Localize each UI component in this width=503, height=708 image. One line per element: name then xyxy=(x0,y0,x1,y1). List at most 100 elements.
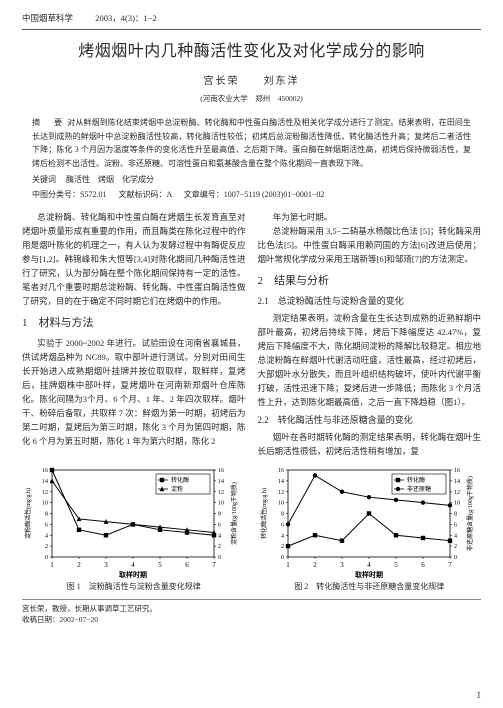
svg-text:10: 10 xyxy=(454,501,460,507)
svg-text:4: 4 xyxy=(218,533,221,539)
left-para-2: 实验于 2000~2002 年进行。试验田设在河南省襄城县，供试烤烟品种为 NC… xyxy=(22,336,246,448)
svg-text:7: 7 xyxy=(448,561,452,569)
svg-text:淀粉酶活性(mg/g.h): 淀粉酶活性(mg/g.h) xyxy=(24,488,32,539)
footer-line-1: 宫长荣，教授，长期从事调草工艺研究。 xyxy=(22,603,481,614)
svg-text:转化酶: 转化酶 xyxy=(171,476,189,484)
figure-2-chart: 024681012141602468101214161234567取样时期转化酶… xyxy=(258,464,478,579)
svg-text:4: 4 xyxy=(45,533,48,539)
svg-text:8: 8 xyxy=(45,512,48,518)
svg-text:12: 12 xyxy=(42,490,48,496)
left-column: 总淀粉酶、转化酶和中性蛋白酶在烤烟生长发育直至对烤烟叶质量形成有重要的作用，而且… xyxy=(22,210,246,458)
section-2-heading: 2 结果与分析 xyxy=(258,272,482,290)
svg-text:4: 4 xyxy=(454,533,457,539)
svg-text:6: 6 xyxy=(454,522,457,528)
right-para-1: 年为第七时期。 xyxy=(258,210,482,224)
footer: 宫长荣，教授，长期从事调草工艺研究。 收稿日期：2002−07−20 xyxy=(22,599,481,626)
svg-text:4: 4 xyxy=(281,533,284,539)
figure-1-chart: 024681012141602468101214161234567取样时期淀粉酶… xyxy=(22,464,242,579)
svg-text:8: 8 xyxy=(281,512,284,518)
svg-text:12: 12 xyxy=(278,490,284,496)
abstract-text: 对从鲜烟到陈化结束烤烟中总淀粉酶、转化酶和中性蛋白酶活性及相关化学成分进行了测定… xyxy=(32,118,471,168)
journal-issue: 2003，4(3)：1−2 xyxy=(95,13,156,23)
svg-text:1: 1 xyxy=(286,561,290,569)
svg-text:转化酶: 转化酶 xyxy=(407,476,425,484)
article-title: 烤烟烟叶内几种酶活性变化及对化学成分的影响 xyxy=(22,40,481,64)
keywords-text: 酶活性 烤烟 化学成分 xyxy=(66,175,154,184)
svg-text:14: 14 xyxy=(278,479,284,485)
svg-text:4: 4 xyxy=(367,561,371,569)
keywords: 关键词 酶活性 烤烟 化学成分 xyxy=(32,174,471,187)
abstract-label: 摘 要 xyxy=(32,118,65,127)
left-para-1: 总淀粉酶、转化酶和中性蛋白酶在烤烟生长发育直至对烤烟叶质量形成有重要的作用，而且… xyxy=(22,210,246,308)
svg-text:淀粉: 淀粉 xyxy=(171,485,183,493)
svg-text:14: 14 xyxy=(218,479,224,485)
svg-text:12: 12 xyxy=(454,490,460,496)
svg-text:5: 5 xyxy=(394,561,398,569)
authors: 宫长荣 刘东洋 xyxy=(22,74,481,89)
doc-label: 文献标识码： xyxy=(118,190,166,199)
keywords-label: 关键词 xyxy=(32,175,56,184)
svg-text:3: 3 xyxy=(104,561,108,569)
page-number: 1 xyxy=(477,689,482,703)
svg-text:取样时期: 取样时期 xyxy=(355,570,383,579)
journal-name: 中国烟草科学 xyxy=(22,13,73,23)
affiliation: (河南农业大学 郑州 450002) xyxy=(22,93,481,104)
svg-text:淀粉含量(g/100g干物质): 淀粉含量(g/100g干物质) xyxy=(230,482,238,545)
svg-text:6: 6 xyxy=(421,561,425,569)
svg-text:10: 10 xyxy=(278,501,284,507)
svg-text:2: 2 xyxy=(218,544,221,550)
svg-text:10: 10 xyxy=(42,501,48,507)
figure-1-caption: 图 1 淀粉酶活性与淀粉含量变化规律 xyxy=(22,581,246,593)
svg-text:5: 5 xyxy=(158,561,162,569)
svg-text:2: 2 xyxy=(313,561,317,569)
svg-text:非还原糖: 非还原糖 xyxy=(407,485,431,493)
svg-text:7: 7 xyxy=(212,561,216,569)
svg-text:2: 2 xyxy=(45,544,48,550)
svg-text:16: 16 xyxy=(454,468,460,474)
figure-1: 024681012141602468101214161234567取样时期淀粉酶… xyxy=(22,464,246,593)
svg-text:16: 16 xyxy=(42,468,48,474)
svg-text:非还原糖含量(g/100g干物质): 非还原糖含量(g/100g干物质) xyxy=(466,476,474,551)
svg-text:16: 16 xyxy=(278,468,284,474)
svg-text:转化酶活性(mg/g.h): 转化酶活性(mg/g.h) xyxy=(260,488,268,539)
svg-text:14: 14 xyxy=(42,479,48,485)
right-para-2: 总淀粉酶采用 3,5−二硝基水杨酸比色法 [5]；转化酶采用比色法[5]。中性蛋… xyxy=(258,224,482,266)
right-para-3: 测定结果表明，淀粉含量在生长达到成熟的近熟鲜期中部叶最高，初烤后持续下降，烤后下… xyxy=(258,311,482,409)
artno-label: 文章编号： xyxy=(184,190,224,199)
svg-text:1: 1 xyxy=(50,561,54,569)
abstract: 摘 要 对从鲜烟到陈化结束烤烟中总淀粉酶、转化酶和中性蛋白酶活性及相关化学成分进… xyxy=(32,116,471,170)
right-column: 年为第七时期。 总淀粉酶采用 3,5−二硝基水杨酸比色法 [5]；转化酶采用比色… xyxy=(258,210,482,458)
journal-header: 中国烟草科学 2003，4(3)：1−2 xyxy=(22,12,481,25)
svg-text:0: 0 xyxy=(454,555,457,561)
figure-2-caption: 图 2 转化酶活性与非还原糖含量变化规律 xyxy=(258,581,482,593)
svg-text:6: 6 xyxy=(185,561,189,569)
svg-text:6: 6 xyxy=(281,522,284,528)
svg-text:6: 6 xyxy=(45,522,48,528)
svg-text:10: 10 xyxy=(218,501,224,507)
svg-text:2: 2 xyxy=(454,544,457,550)
cls-label: 中图分类号： xyxy=(32,190,80,199)
rule-top xyxy=(22,29,481,30)
doc-value: A xyxy=(166,190,171,199)
artno-value: 1007−5119 (2003)01−0001−02 xyxy=(224,190,325,199)
body-columns: 总淀粉酶、转化酶和中性蛋白酶在烤烟生长发育直至对烤烟叶质量形成有重要的作用，而且… xyxy=(22,210,481,458)
svg-text:取样时期: 取样时期 xyxy=(119,570,147,579)
svg-text:16: 16 xyxy=(218,468,224,474)
svg-text:0: 0 xyxy=(45,555,48,561)
classification: 中图分类号：S572.01 文献标识码：A 文章编号：1007−5119 (20… xyxy=(32,189,471,202)
svg-text:0: 0 xyxy=(218,555,221,561)
figure-2: 024681012141602468101214161234567取样时期转化酶… xyxy=(258,464,482,593)
svg-text:6: 6 xyxy=(218,522,221,528)
figures-row: 024681012141602468101214161234567取样时期淀粉酶… xyxy=(22,464,481,593)
svg-text:8: 8 xyxy=(454,512,457,518)
right-para-4: 烟叶在各时期转化酶的测定结果表明，转化酶在烟叶生长后期活性很低，初烤后活性稍有增… xyxy=(258,430,482,458)
svg-text:2: 2 xyxy=(281,544,284,550)
subsection-21-heading: 2.1 总淀粉酶活性与淀粉含量的变化 xyxy=(258,294,482,309)
subsection-22-heading: 2.2 转化酶活性与非还原糖含量的变化 xyxy=(258,413,482,428)
svg-text:4: 4 xyxy=(131,561,135,569)
section-1-heading: 1 材料与方法 xyxy=(22,314,246,332)
svg-text:14: 14 xyxy=(454,479,460,485)
svg-text:2: 2 xyxy=(77,561,81,569)
svg-text:12: 12 xyxy=(218,490,224,496)
cls-value: S572.01 xyxy=(80,190,106,199)
